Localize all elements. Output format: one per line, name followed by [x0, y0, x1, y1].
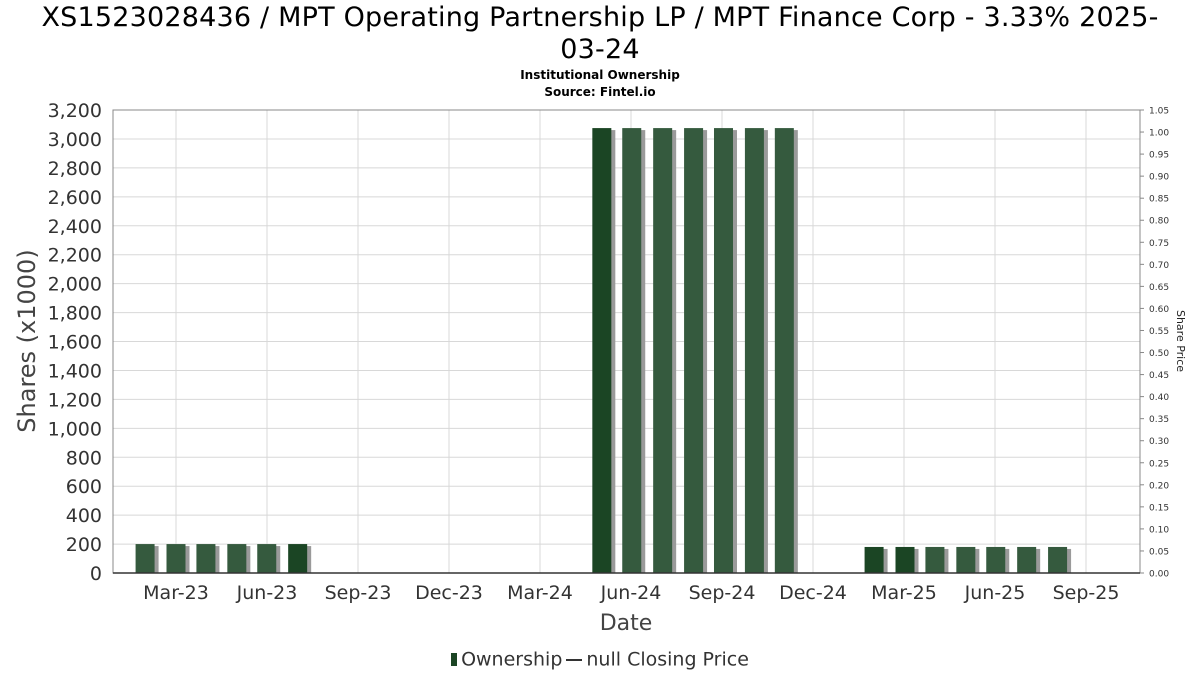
y2-tick-label: 0.55 [1149, 327, 1169, 337]
x-axis-title: Date [600, 611, 653, 636]
ownership-bar [227, 544, 247, 573]
y2-tick-label: 0.20 [1149, 481, 1169, 491]
y-tick-label: 2,000 [48, 274, 102, 296]
price-legend-label: null Closing Price [586, 648, 749, 671]
y-tick-label: 1,200 [48, 389, 102, 411]
y2-tick-label: 0.65 [1149, 283, 1169, 293]
ownership-bar [257, 544, 277, 573]
x-tick-label: Dec-23 [415, 582, 483, 604]
y-tick-label: 400 [66, 505, 102, 527]
chart-title: XS1523028436 / MPT Operating Partnership… [0, 2, 1200, 66]
y-tick-label: 3,200 [48, 100, 102, 122]
y2-tick-label: 0.15 [1149, 503, 1169, 513]
y-tick-label: 1,600 [48, 332, 102, 354]
ownership-bar [684, 128, 704, 573]
y2-tick-label: 0.05 [1149, 547, 1169, 557]
y-tick-label: 3,000 [48, 129, 102, 151]
ownership-bar [895, 546, 915, 573]
y2-tick-label: 1.00 [1149, 129, 1169, 139]
y2-tick-label: 0.75 [1149, 239, 1169, 249]
y-tick-label: 800 [66, 447, 102, 469]
ownership-legend-label: Ownership [461, 648, 563, 671]
ownership-bar [864, 546, 884, 573]
y-tick-label: 1,800 [48, 303, 102, 325]
y-tick-label: 2,800 [48, 158, 102, 180]
x-tick-label: Mar-25 [871, 582, 937, 604]
y2-tick-label: 0.45 [1149, 371, 1169, 381]
ownership-bar [1048, 546, 1068, 573]
ownership-bar [592, 128, 612, 573]
y-tick-label: 2,400 [48, 216, 102, 238]
ownership-bar [956, 546, 976, 573]
ownership-bar [744, 128, 764, 573]
ownership-bar [925, 546, 945, 573]
x-tick-label: Jun-24 [600, 582, 662, 604]
price-legend-line [566, 658, 583, 661]
y-tick-label: 200 [66, 534, 102, 556]
y2-tick-label: 0.40 [1149, 393, 1169, 403]
y-tick-label: 0 [90, 563, 102, 585]
y2-tick-label: 0.50 [1149, 349, 1169, 359]
y2-tick-label: 0.90 [1149, 173, 1169, 183]
y2-tick-label: 0.85 [1149, 195, 1169, 205]
y-tick-label: 2,200 [48, 245, 102, 267]
ownership-bar [986, 546, 1006, 573]
y2-tick-label: 0.30 [1149, 437, 1169, 447]
chart-subtitle: Institutional Ownership [520, 68, 680, 82]
y2-tick-label: 0.10 [1149, 525, 1169, 535]
ownership-bar [288, 544, 308, 573]
y-tick-label: 1,400 [48, 360, 102, 382]
x-tick-label: Jun-23 [236, 582, 298, 604]
chart-source: Source: Fintel.io [544, 85, 656, 99]
y2-tick-label: 0.95 [1149, 151, 1169, 161]
x-tick-label: Mar-23 [143, 582, 209, 604]
x-tick-label: Mar-24 [507, 582, 573, 604]
ownership-legend-swatch [451, 653, 458, 666]
chart-title-line-2: 03-24 [560, 34, 640, 65]
ownership-bar [196, 544, 216, 573]
y2-axis-title: Share Price [1174, 310, 1187, 372]
ownership-bar [774, 128, 794, 573]
chart-legend: Ownership null Closing Price [0, 648, 1200, 671]
y-tick-label: 600 [66, 476, 102, 498]
y2-tick-label: 0.60 [1149, 305, 1169, 315]
ownership-bar [1017, 546, 1037, 573]
ownership-bar [622, 128, 642, 573]
y2-tick-label: 1.05 [1149, 107, 1169, 117]
ownership-bar [713, 128, 733, 573]
ownership-bar [166, 544, 186, 573]
y2-tick-label: 0.80 [1149, 217, 1169, 227]
x-tick-label: Sep-24 [689, 582, 756, 604]
ownership-bar [653, 128, 673, 573]
y2-tick-label: 0.35 [1149, 415, 1169, 425]
y-tick-label: 1,000 [48, 418, 102, 440]
y-axis-title: Shares (x1000) [13, 249, 41, 432]
y-tick-label: 2,600 [48, 187, 102, 209]
y2-tick-label: 0.70 [1149, 261, 1169, 271]
chart-title-line-1: XS1523028436 / MPT Operating Partnership… [41, 2, 1159, 33]
ownership-bar [135, 544, 155, 573]
x-tick-label: Sep-23 [325, 582, 392, 604]
x-tick-label: Dec-24 [779, 582, 847, 604]
y2-tick-label: 0.25 [1149, 459, 1169, 469]
y2-tick-label: 0.00 [1149, 570, 1169, 580]
x-tick-label: Sep-25 [1053, 582, 1120, 604]
x-tick-label: Jun-25 [964, 582, 1026, 604]
